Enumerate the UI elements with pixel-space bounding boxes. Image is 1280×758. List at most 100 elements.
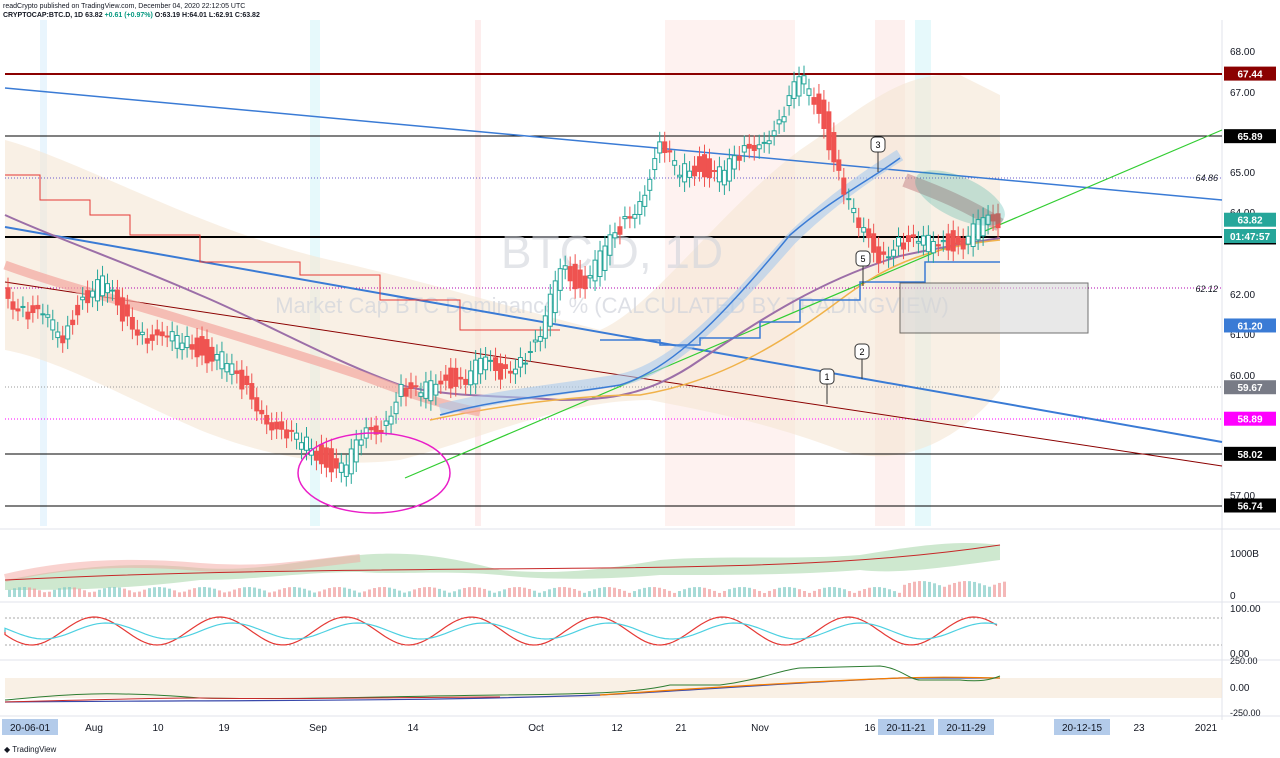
candle-body	[164, 335, 170, 338]
candle-body	[488, 359, 494, 362]
volume-bar	[463, 587, 466, 597]
volume-bar	[468, 587, 471, 597]
candle-body	[622, 216, 628, 220]
candle-body	[45, 314, 51, 318]
price-tag-label: 59.67	[1237, 383, 1262, 394]
candle-body	[975, 219, 981, 241]
volume-bar	[358, 592, 361, 597]
candle-body	[443, 374, 449, 381]
candle-body	[517, 357, 523, 368]
price-tag-label: 58.02	[1237, 450, 1262, 461]
candle-body	[388, 415, 394, 425]
candle-body	[134, 329, 140, 336]
circle-annotation	[297, 432, 451, 514]
candle-body	[687, 170, 693, 178]
volume-bar	[293, 587, 296, 597]
volume-bar	[783, 587, 786, 597]
chart-header: readCrypto published on TradingView.com,…	[3, 2, 260, 20]
volume-bar	[893, 591, 896, 597]
candle-body	[542, 315, 548, 339]
volume-bar	[733, 587, 736, 597]
candle-body	[254, 397, 260, 412]
volume-bar	[1003, 581, 1006, 597]
volume-bar	[213, 588, 216, 597]
candle-body	[458, 376, 464, 380]
x-tick-label: 23	[1133, 723, 1145, 734]
candle-body	[995, 213, 1001, 229]
candle-body	[736, 155, 742, 161]
volume-bar	[938, 585, 941, 597]
price-change: +0.61 (+0.97%)	[104, 12, 153, 19]
candle-body	[219, 351, 225, 370]
price-tag: 59.67	[1224, 380, 1276, 395]
volume-bar	[193, 588, 196, 597]
volume-bar	[763, 592, 766, 597]
candle-body	[612, 232, 618, 239]
volume-bar	[98, 589, 101, 597]
candle-body	[428, 380, 434, 402]
time-axis[interactable]: 20-06-01 Aug 10 19 Sep 14 Oct 12 21 Nov 16 20-11-21…	[2, 719, 1218, 735]
volume-bar	[418, 587, 421, 597]
candle-body	[483, 356, 489, 371]
volume-bar	[58, 588, 61, 597]
volume-bar	[448, 592, 451, 597]
volume-bar	[613, 587, 616, 597]
svg-text:-250.00: -250.00	[1230, 708, 1261, 718]
volume-bar	[883, 587, 886, 597]
candle-body	[617, 226, 623, 235]
candle-body	[692, 165, 698, 177]
x-tick-label: 20-11-29	[946, 723, 986, 734]
candle-body	[826, 111, 832, 151]
candle-body	[124, 304, 130, 317]
candle-body	[697, 156, 703, 172]
volume-bar	[618, 589, 621, 597]
candle-body	[114, 289, 120, 306]
volume-bar	[833, 587, 836, 597]
volume-bar	[323, 589, 326, 597]
candle-body	[761, 141, 767, 144]
volume-bar	[103, 588, 106, 597]
volume-bar	[728, 589, 731, 597]
candle-body	[547, 293, 553, 327]
candle-body	[423, 381, 429, 399]
candle-body	[667, 150, 673, 153]
x-tick-label: 19	[218, 723, 230, 734]
volume-bar	[408, 591, 411, 597]
candle-body	[771, 130, 777, 136]
candle-body	[716, 166, 722, 183]
candle-body	[234, 370, 240, 374]
candle-body	[965, 235, 971, 245]
volume-bar	[363, 591, 366, 597]
volume-bar	[498, 591, 501, 597]
volume-bar	[248, 587, 251, 597]
x-label-highlight	[2, 719, 58, 735]
candle-body	[269, 422, 275, 431]
candle-body	[353, 439, 359, 463]
price-axis[interactable]: 68.00 67.00 65.00 64.00 62.00 61.00 60.0…	[1230, 47, 1255, 502]
candle-body	[343, 464, 349, 477]
candle-body	[348, 448, 354, 475]
volume-bar	[928, 581, 931, 597]
volume-bar	[943, 586, 946, 597]
x-tick-label: Aug	[85, 723, 103, 734]
candle-body	[881, 251, 887, 255]
volume-bar	[88, 592, 91, 597]
volume-bar	[638, 589, 641, 597]
candle-body	[930, 241, 936, 254]
volume-bar	[868, 587, 871, 597]
wave-label-1: 1	[819, 368, 835, 404]
candle-body	[109, 289, 115, 292]
candle-body	[304, 436, 309, 451]
candle-body	[95, 279, 101, 302]
candle-body	[398, 383, 404, 397]
candle-body	[383, 420, 389, 426]
candle-body	[393, 401, 399, 415]
candle-body	[189, 344, 195, 350]
candle-body	[503, 364, 508, 369]
price-tick: 60.00	[1230, 371, 1255, 382]
candle-body	[811, 97, 817, 105]
volume-bar	[188, 589, 191, 597]
candle-body	[338, 462, 344, 473]
candle-body	[806, 88, 812, 96]
